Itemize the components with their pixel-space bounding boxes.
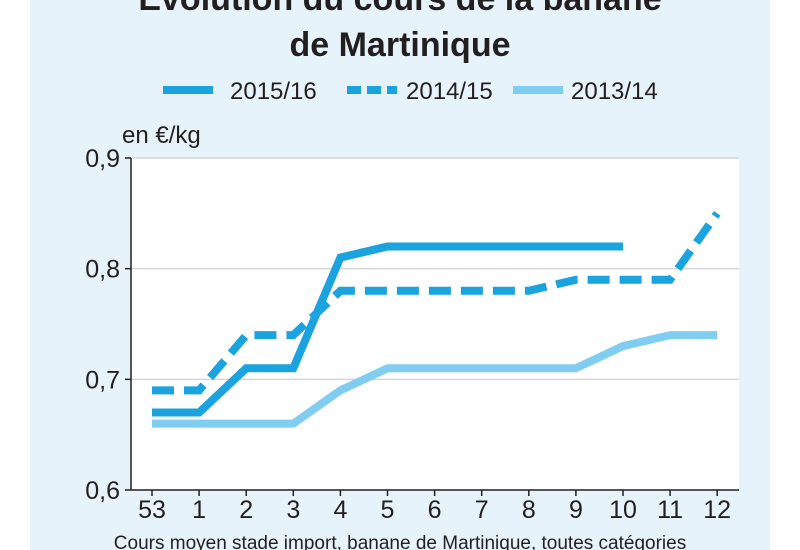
x-tick-label: 9 <box>569 496 583 524</box>
chart-title-line1: Evolution du cours de la banane <box>0 0 800 19</box>
x-tick-labels: 53 1 2 3 4 5 6 7 8 9 10 11 12 <box>138 490 731 524</box>
x-tick-label: 2 <box>239 496 253 524</box>
series-line-2013-14 <box>152 331 718 428</box>
x-tick-label: 6 <box>428 496 442 524</box>
legend: 2015/16 2014/15 2013/14 <box>163 78 658 105</box>
x-tick-label: 12 <box>703 496 731 524</box>
plot-area <box>131 158 739 490</box>
series-line-2014-15 <box>152 210 721 395</box>
x-tick-label: 7 <box>475 496 489 524</box>
y-tick-label: 0,6 <box>85 477 120 505</box>
y-tick-label: 0,8 <box>85 256 120 284</box>
x-tick-label: 11 <box>657 496 683 524</box>
legend-label: 2015/16 <box>230 78 317 105</box>
x-tick-label: 5 <box>381 496 395 524</box>
series-line-2015-16 <box>152 242 623 417</box>
y-tick-label: 0,9 <box>85 145 120 173</box>
legend-label: 2013/14 <box>571 78 658 105</box>
x-tick-label: 4 <box>333 496 347 524</box>
x-tick-label: 3 <box>286 496 300 524</box>
x-tick-label: 10 <box>609 496 637 524</box>
x-tick-label: 53 <box>138 496 166 524</box>
x-tick-label: 1 <box>192 496 206 524</box>
chart-title-line2: de Martinique <box>289 26 511 64</box>
series-lines <box>152 210 721 428</box>
chart-caption: Cours moyen stade import, banane de Mart… <box>113 533 687 550</box>
y-axis-unit-label: en €/kg <box>122 122 201 149</box>
legend-label: 2014/15 <box>406 78 493 105</box>
y-tick-label: 0,7 <box>85 366 120 394</box>
y-tick-labels: 0,9 0,8 0,7 0,6 <box>85 145 120 505</box>
x-tick-label: 8 <box>522 496 536 524</box>
